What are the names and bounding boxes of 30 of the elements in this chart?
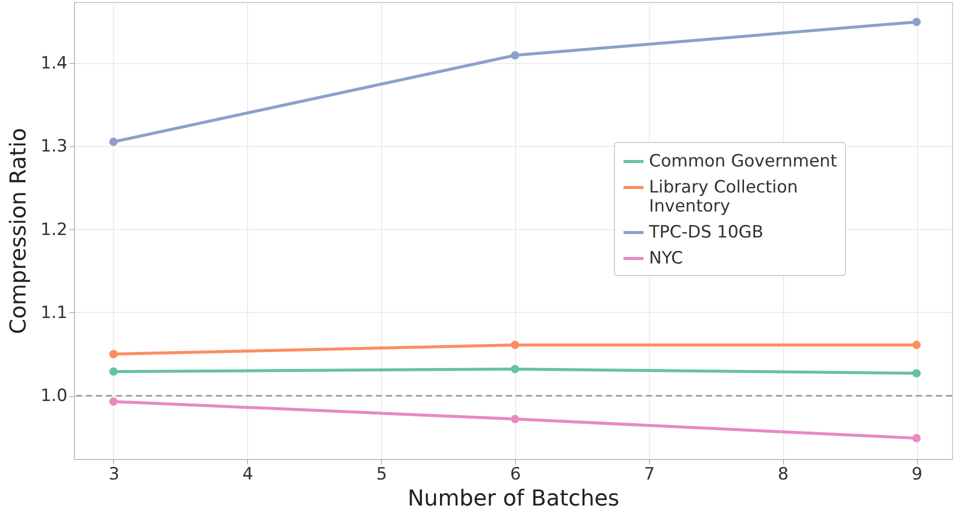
y-tick-label: 1.4 <box>40 53 68 74</box>
point <box>510 340 520 350</box>
legend-label: Common Government <box>649 152 838 172</box>
point <box>109 367 118 376</box>
y-tick-label: 1.1 <box>40 302 68 323</box>
y-tick-label: 1.0 <box>40 386 68 406</box>
y-tick-label: 1.3 <box>40 136 68 157</box>
point <box>912 340 921 350</box>
y-axis-title: Compression Ratio <box>6 128 32 334</box>
y-tick-label: 1.2 <box>40 220 68 240</box>
legend-label: NYC <box>649 248 684 268</box>
point <box>109 397 118 406</box>
point <box>510 364 520 374</box>
x-tick-label: 6 <box>510 464 521 484</box>
point <box>109 138 118 146</box>
x-tick-label: 7 <box>644 464 655 484</box>
point <box>912 434 921 442</box>
point <box>510 51 520 60</box>
x-tick-label: 3 <box>108 464 120 484</box>
x-tick-label: 4 <box>242 464 254 484</box>
point <box>912 18 921 26</box>
x-tick-label: 9 <box>912 464 922 484</box>
point <box>109 350 118 358</box>
point <box>912 369 921 378</box>
x-tick-label: 5 <box>376 464 388 484</box>
point <box>510 414 520 424</box>
x-axis-title: Number of Batches <box>408 486 620 512</box>
legend-label: TPC-DS 10GB <box>648 222 764 242</box>
legend-label: Library Collection Inventory <box>649 178 798 216</box>
x-tick-label: 8 <box>778 464 789 484</box>
